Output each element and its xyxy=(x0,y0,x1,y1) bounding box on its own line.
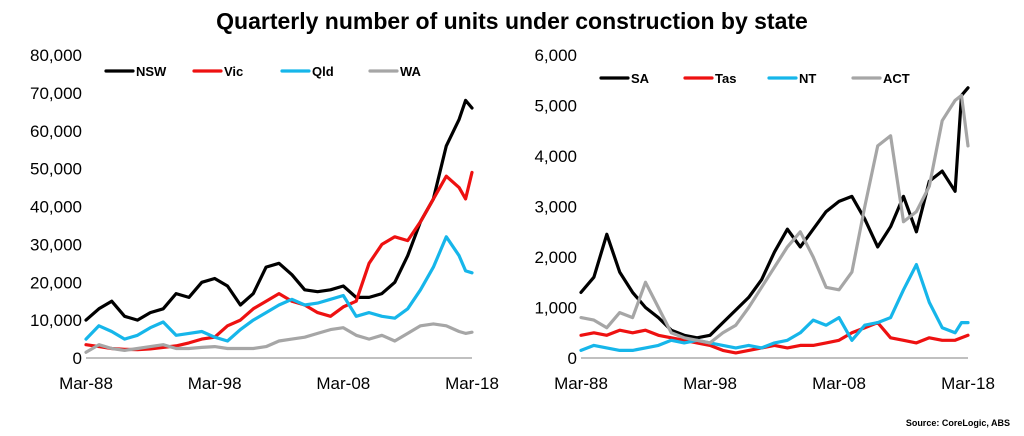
left-y-tick-label: 70,000 xyxy=(30,84,82,103)
right-series-line-tas xyxy=(579,321,970,355)
left-legend-label-wa: WA xyxy=(400,64,422,79)
right-y-tick-label: 5,000 xyxy=(534,97,577,116)
left-legend-label-qld: Qld xyxy=(312,64,334,79)
right-y-tick-label: 3,000 xyxy=(534,198,577,217)
right-x-tick-label: Mar-88 xyxy=(554,374,608,393)
right-y-tick-label: 6,000 xyxy=(534,46,577,65)
left-series-line-vic xyxy=(84,170,474,352)
left-y-tick-label: 30,000 xyxy=(30,235,82,254)
right-y-tick-label: 1,000 xyxy=(534,299,577,318)
right-legend-label-nt: NT xyxy=(799,71,816,86)
left-series-line-wa xyxy=(84,322,474,354)
left-y-tick-label: 40,000 xyxy=(30,198,82,217)
left-legend-label-nsw: NSW xyxy=(136,64,167,79)
right-series-line-sa xyxy=(579,86,970,340)
right-x-tick-label: Mar-08 xyxy=(812,374,866,393)
left-x-tick-label: Mar-18 xyxy=(445,374,499,393)
left-x-tick-label: Mar-08 xyxy=(316,374,370,393)
left-series-line-nsw xyxy=(84,98,474,322)
left-legend-label-vic: Vic xyxy=(224,64,243,79)
right-y-tick-label: 4,000 xyxy=(534,147,577,166)
right-series-line-act xyxy=(579,93,970,345)
right-y-tick-label: 0 xyxy=(568,349,577,368)
right-legend-label-sa: SA xyxy=(631,71,650,86)
chart-title: Quarterly number of units under construc… xyxy=(216,8,808,34)
right-series-line-nt xyxy=(579,263,970,352)
right-x-tick-label: Mar-18 xyxy=(941,374,995,393)
left-y-tick-label: 0 xyxy=(73,349,82,368)
source-note: Source: CoreLogic, ABS xyxy=(905,418,1010,428)
left-y-tick-label: 10,000 xyxy=(30,311,82,330)
left-x-tick-label: Mar-98 xyxy=(188,374,242,393)
right-legend-label-tas: Tas xyxy=(715,71,736,86)
chart-left-nsw-vic-qld-wa: 0 10,000 20,000 30,000 40,000 50,000 60,000 70,… xyxy=(30,46,499,393)
left-y-tick-label: 80,000 xyxy=(30,46,82,65)
left-y-tick-label: 50,000 xyxy=(30,160,82,179)
right-y-tick-label: 2,000 xyxy=(534,248,577,267)
right-x-tick-label: Mar-98 xyxy=(683,374,737,393)
left-series-line-qld xyxy=(84,235,474,343)
left-x-tick-label: Mar-88 xyxy=(59,374,113,393)
left-y-tick-label: 60,000 xyxy=(30,122,82,141)
right-legend-label-act: ACT xyxy=(883,71,910,86)
chart-right-sa-tas-nt-act: 0 1,000 2,000 3,000 4,000 5,000 6,000 Mar-88 Mar… xyxy=(534,46,995,393)
left-y-tick-label: 20,000 xyxy=(30,273,82,292)
